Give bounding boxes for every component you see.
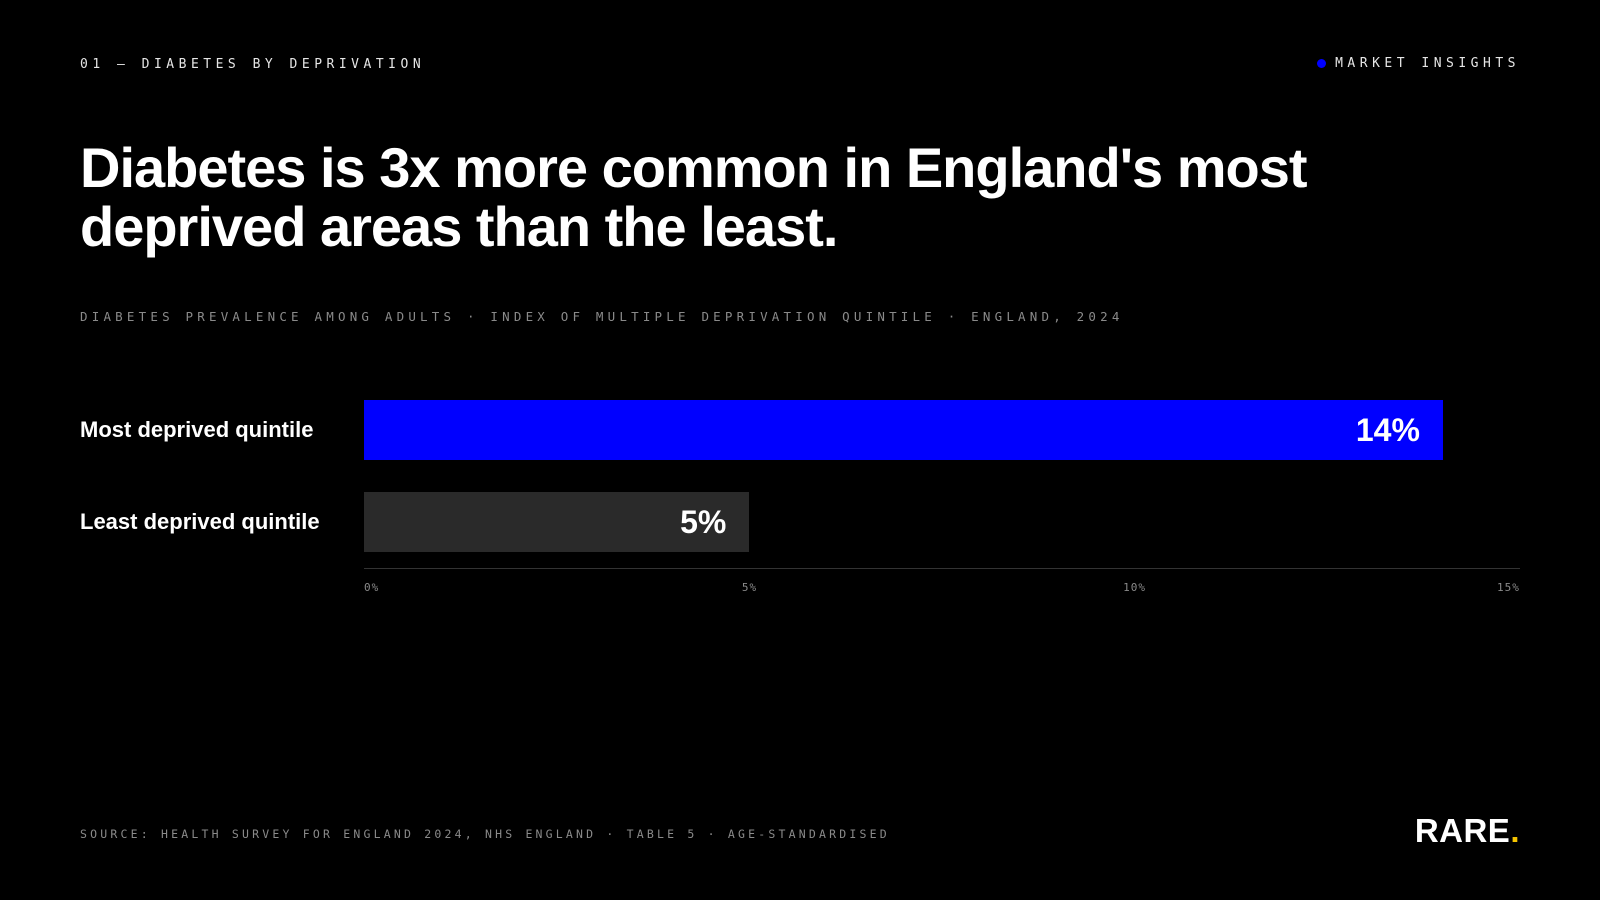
bar-value-label-0: 14% (1355, 411, 1420, 448)
logo-dot: . (1510, 812, 1520, 849)
accent-dot-icon (1317, 59, 1327, 68)
bar-label-1: Least deprived quintile (80, 509, 320, 534)
bar-0: 14% (364, 400, 1443, 460)
x-tick-label-0: 0% (364, 581, 380, 594)
page-title: Diabetes is 3x more common in England's … (80, 136, 1308, 258)
tag-label: MARKET INSIGHTS (1335, 56, 1520, 71)
bar-label-0: Most deprived quintile (80, 417, 314, 442)
source-note: SOURCE: HEALTH SURVEY FOR ENGLAND 2024, … (80, 827, 890, 841)
section-eyebrow: 01 — DIABETES BY DEPRIVATION (80, 57, 426, 72)
chart-subtitle: DIABETES PREVALENCE AMONG ADULTS · INDEX… (80, 309, 1124, 324)
x-tick-label-2: 10% (1123, 581, 1147, 594)
market-insights-tag: MARKET INSIGHTS (1317, 56, 1520, 71)
x-axis-line (364, 568, 1520, 569)
logo-text: RARE (1414, 812, 1511, 849)
bar-1: 5% (364, 492, 750, 552)
x-tick-label-3: 15% (1497, 581, 1520, 594)
rare-logo: RARE. (1415, 812, 1520, 850)
bar-value-label-1: 5% (680, 503, 727, 540)
x-tick-label-1: 5% (741, 581, 758, 594)
